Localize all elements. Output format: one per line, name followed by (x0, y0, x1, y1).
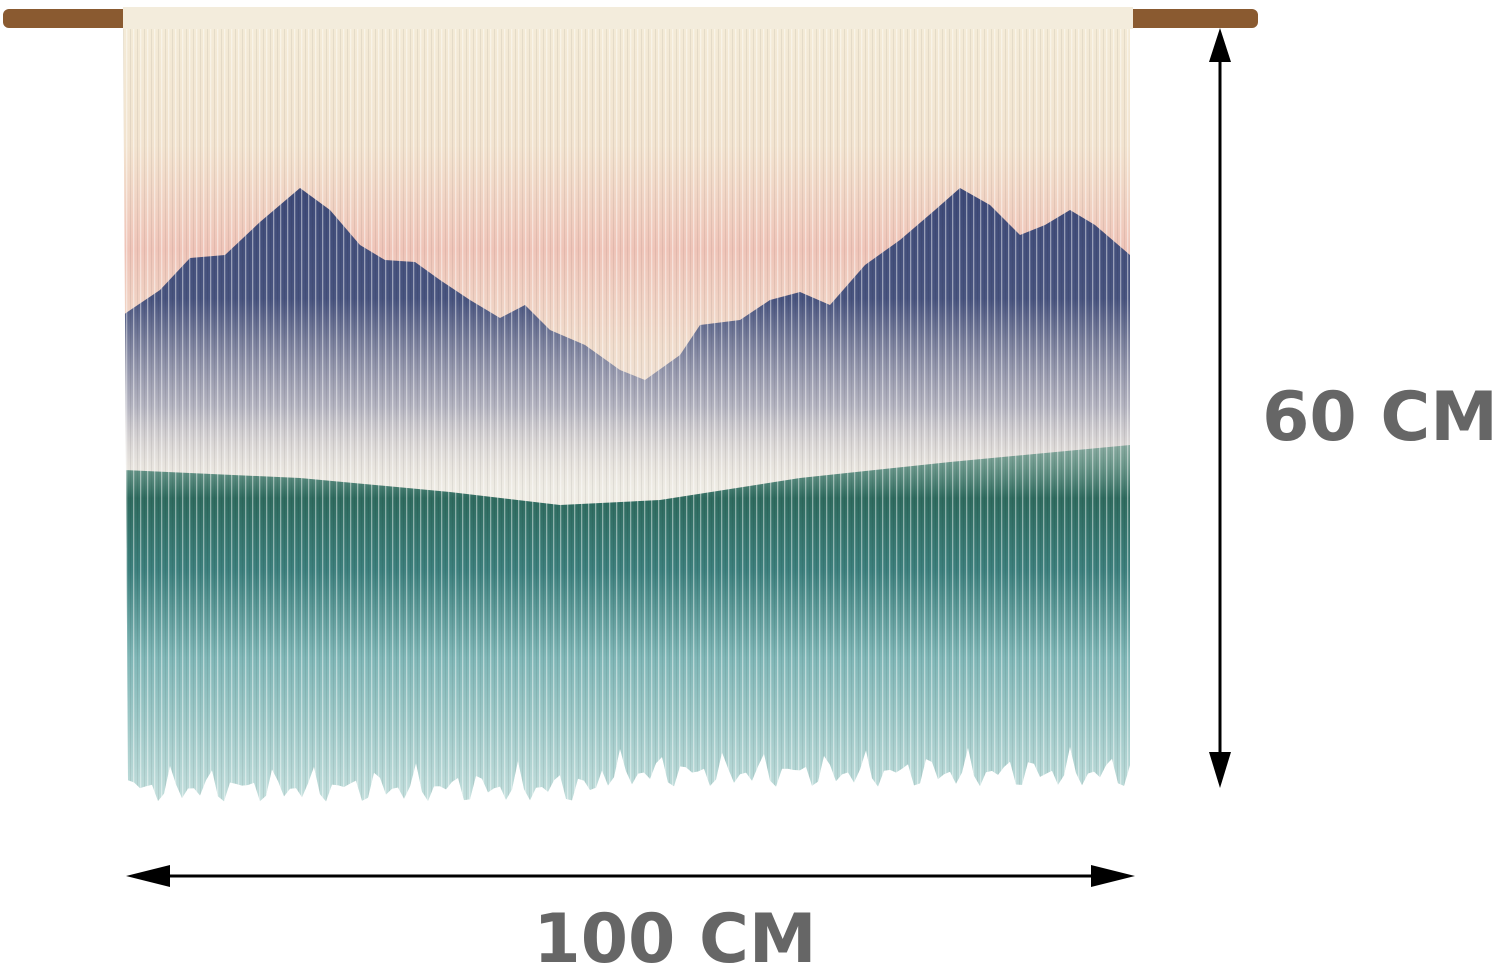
height-arrow (1209, 28, 1231, 788)
arrow-head (1209, 28, 1231, 62)
height-label: 60 CM (1262, 378, 1493, 457)
width-arrow (126, 865, 1135, 887)
rod-wrap (123, 7, 1133, 29)
arrow-head (126, 865, 170, 887)
strand-texture (123, 14, 1130, 802)
arrow-head (1091, 865, 1135, 887)
tapestry (123, 14, 1130, 802)
arrow-head (1209, 752, 1231, 788)
width-label: 100 CM (533, 900, 816, 971)
